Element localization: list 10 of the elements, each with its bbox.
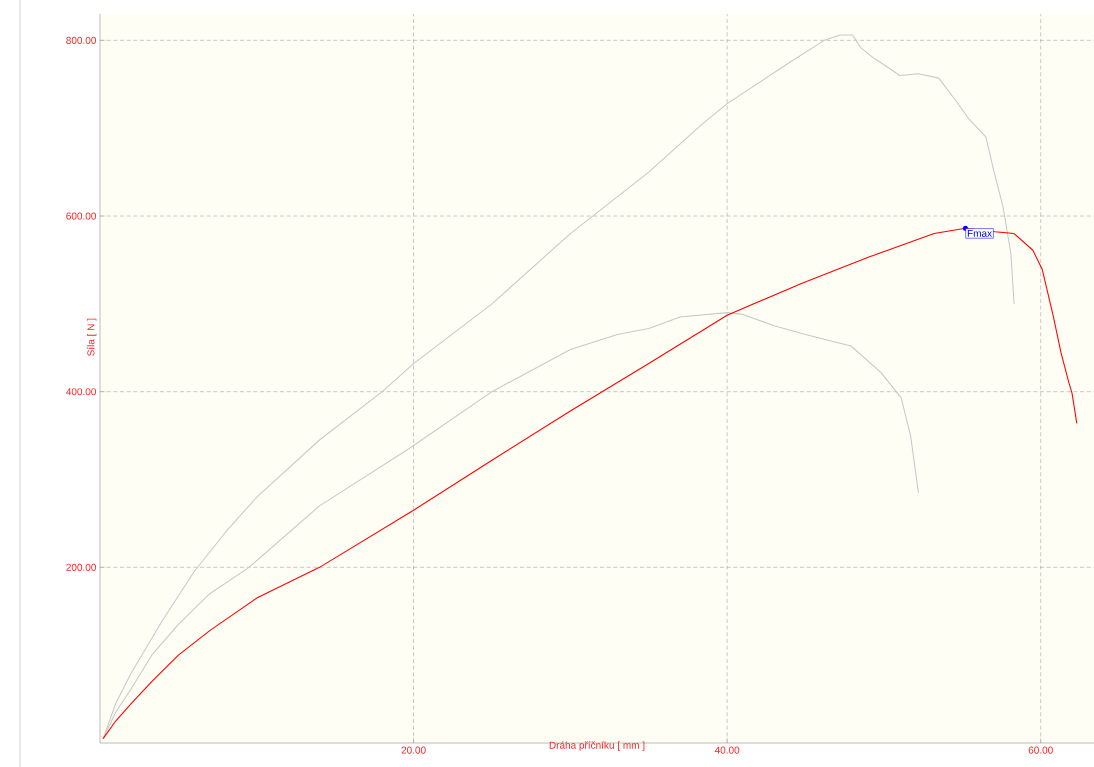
y-tick-label: 800.00 (66, 36, 96, 44)
annotation: Fmax (967, 229, 992, 237)
x-tick-label: 40.00 (714, 746, 740, 754)
y-axis-title: Síla [ N ] (86, 318, 97, 356)
y-tick-label: 400.00 (66, 388, 96, 396)
x-axis-title: Dráha příčníku [ mm ] (549, 741, 645, 751)
y-tick-label: 200.00 (66, 563, 96, 571)
x-tick-label: 20.00 (401, 746, 426, 754)
x-tick-label: 60.00 (1028, 746, 1053, 754)
y-tick-label: 600.00 (66, 212, 96, 220)
